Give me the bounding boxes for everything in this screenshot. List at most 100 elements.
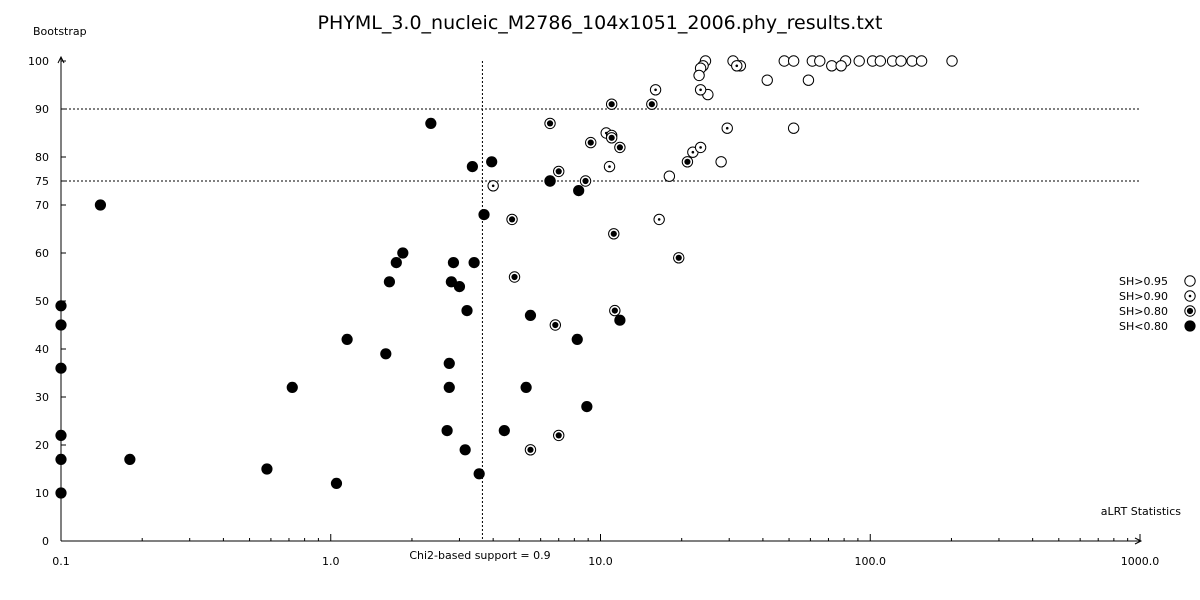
marker-center [657, 218, 661, 221]
data-point [787, 55, 800, 67]
marker-center [511, 273, 518, 281]
y-tick-label: 60 [35, 247, 49, 260]
chi2-support-label: Chi2-based support = 0.9 [409, 549, 550, 562]
data-point [721, 122, 733, 134]
data-point [603, 160, 616, 173]
marker-center [582, 177, 589, 185]
marker-fill [443, 381, 455, 393]
axes [57, 55, 1143, 545]
data-point [94, 199, 107, 211]
data-point [397, 247, 409, 259]
data-point [383, 276, 396, 288]
marker-fill [445, 276, 457, 288]
marker-center [610, 230, 617, 237]
x-axis-arrow [1134, 537, 1143, 545]
data-point [915, 55, 928, 67]
data-point [453, 281, 466, 293]
data-point [478, 209, 490, 221]
legend-marker [1184, 290, 1196, 302]
marker-center [527, 446, 534, 453]
marker-fill [55, 300, 67, 312]
legend-marker [1184, 275, 1196, 287]
y-tick-label: 10 [35, 487, 49, 500]
marker-fill [261, 463, 273, 475]
data-point [466, 161, 478, 173]
marker-center [555, 432, 562, 439]
data-point [553, 429, 565, 442]
data-point [473, 468, 485, 480]
y-tick-label: 20 [35, 439, 49, 452]
marker-center [611, 307, 618, 314]
marker-center [491, 184, 495, 188]
data-point [605, 98, 618, 110]
data-point [814, 55, 826, 67]
marker-fill [520, 381, 532, 393]
data-point [55, 487, 67, 499]
marker-center [508, 216, 516, 223]
series-2 [506, 98, 694, 456]
data-point [579, 175, 592, 187]
marker-fill [341, 333, 353, 345]
data-point [585, 136, 597, 149]
marker-fill [468, 257, 480, 269]
data-point [571, 333, 583, 345]
data-point [425, 117, 437, 129]
marker-fill [390, 257, 402, 269]
marker-ring [814, 55, 826, 67]
marker-center [608, 101, 615, 108]
data-point [330, 477, 343, 489]
data-points [55, 55, 958, 499]
marker-ring [663, 170, 676, 182]
marker-center [648, 101, 655, 108]
data-point [261, 463, 273, 475]
data-point [778, 55, 790, 67]
marker-fill [581, 401, 593, 413]
data-point [445, 276, 457, 288]
data-point [573, 185, 585, 197]
y-axis-label: Bootstrap [33, 25, 87, 38]
data-point [544, 175, 556, 187]
data-point [874, 55, 887, 67]
y-tick-label: 50 [35, 295, 49, 308]
marker-center [654, 88, 657, 92]
marker-fill [286, 381, 298, 393]
marker-fill [443, 357, 455, 369]
y-tick-label: 75 [35, 175, 49, 188]
marker-fill [94, 199, 107, 211]
legend-label: SH>0.90 [1119, 290, 1168, 303]
marker-center [699, 88, 702, 92]
data-point [731, 60, 743, 72]
data-point [853, 55, 865, 67]
marker-center [555, 168, 562, 175]
data-point [673, 252, 685, 264]
marker-fill [380, 348, 392, 360]
data-point [506, 213, 518, 226]
marker-ring [778, 55, 790, 67]
marker-center [699, 146, 702, 149]
x-ticks: 0.1 1.0 10.0 100.0 1000.0 [52, 534, 1159, 568]
data-point [390, 257, 402, 269]
data-point [55, 453, 67, 465]
data-point [468, 257, 480, 269]
marker-fill [55, 487, 67, 499]
marker-ring [853, 55, 865, 67]
marker-ring [693, 69, 705, 82]
data-point [802, 74, 815, 86]
marker-fill [478, 209, 490, 221]
marker-fill [571, 333, 583, 345]
marker-center [608, 165, 611, 168]
marker-fill [330, 477, 343, 489]
legend-label: SH<0.80 [1119, 320, 1168, 333]
marker-fill [55, 453, 67, 465]
marker-ring [915, 55, 928, 67]
reference-lines [61, 61, 1140, 541]
data-point [787, 122, 800, 134]
marker-ring [787, 55, 800, 67]
marker-fill [486, 156, 498, 168]
marker-center [1186, 307, 1194, 315]
data-point [486, 156, 498, 168]
marker-fill [383, 276, 396, 288]
y-tick-label: 90 [35, 103, 49, 116]
x-axis-label: aLRT Statistics [1101, 505, 1181, 518]
